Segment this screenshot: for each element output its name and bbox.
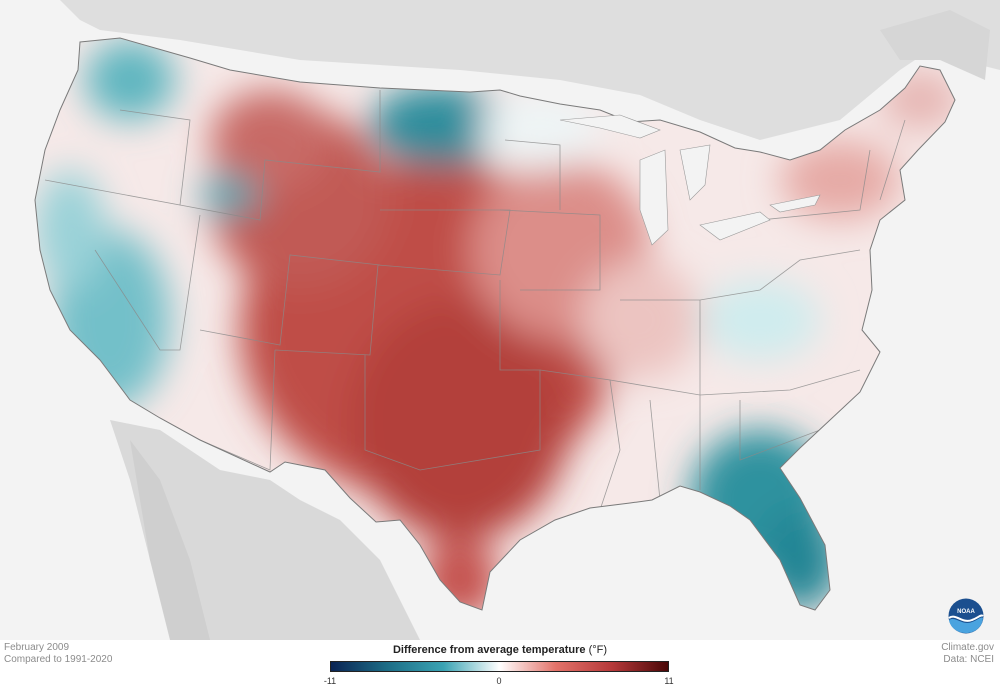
legend-color-bar (330, 661, 669, 672)
temperature-anomaly-map (34, 0, 1000, 640)
legend-unit: (°F) (588, 644, 608, 656)
noaa-logo-text: NOAA (957, 609, 975, 615)
noaa-logo: NOAA (948, 598, 984, 634)
legend-tick-mid: 0 (496, 676, 502, 686)
great-lakes (559, 114, 821, 246)
footer: February 2009 Compared to 1991-2020 Diff… (0, 640, 1000, 690)
baseline-label: Compared to 1991-2020 (4, 654, 113, 665)
source-site: Climate.gov (941, 642, 994, 653)
period-info: February 2009 Compared to 1991-2020 (4, 642, 112, 666)
legend-tick-max: 11 (664, 676, 674, 686)
period-label: February 2009 (4, 642, 70, 653)
legend-title: Difference from average temperature (°F) (330, 644, 670, 656)
source-info: Climate.gov Data: NCEI (941, 642, 994, 666)
source-data: Data: NCEI (943, 654, 994, 665)
state-boundaries (44, 90, 906, 511)
anomaly-field (35, 38, 955, 610)
surrounding-land (60, 0, 1000, 640)
us-outline (34, 37, 956, 611)
legend-tick-min: -11 (323, 676, 337, 686)
legend-title-text: Difference from average temperature (392, 644, 586, 656)
